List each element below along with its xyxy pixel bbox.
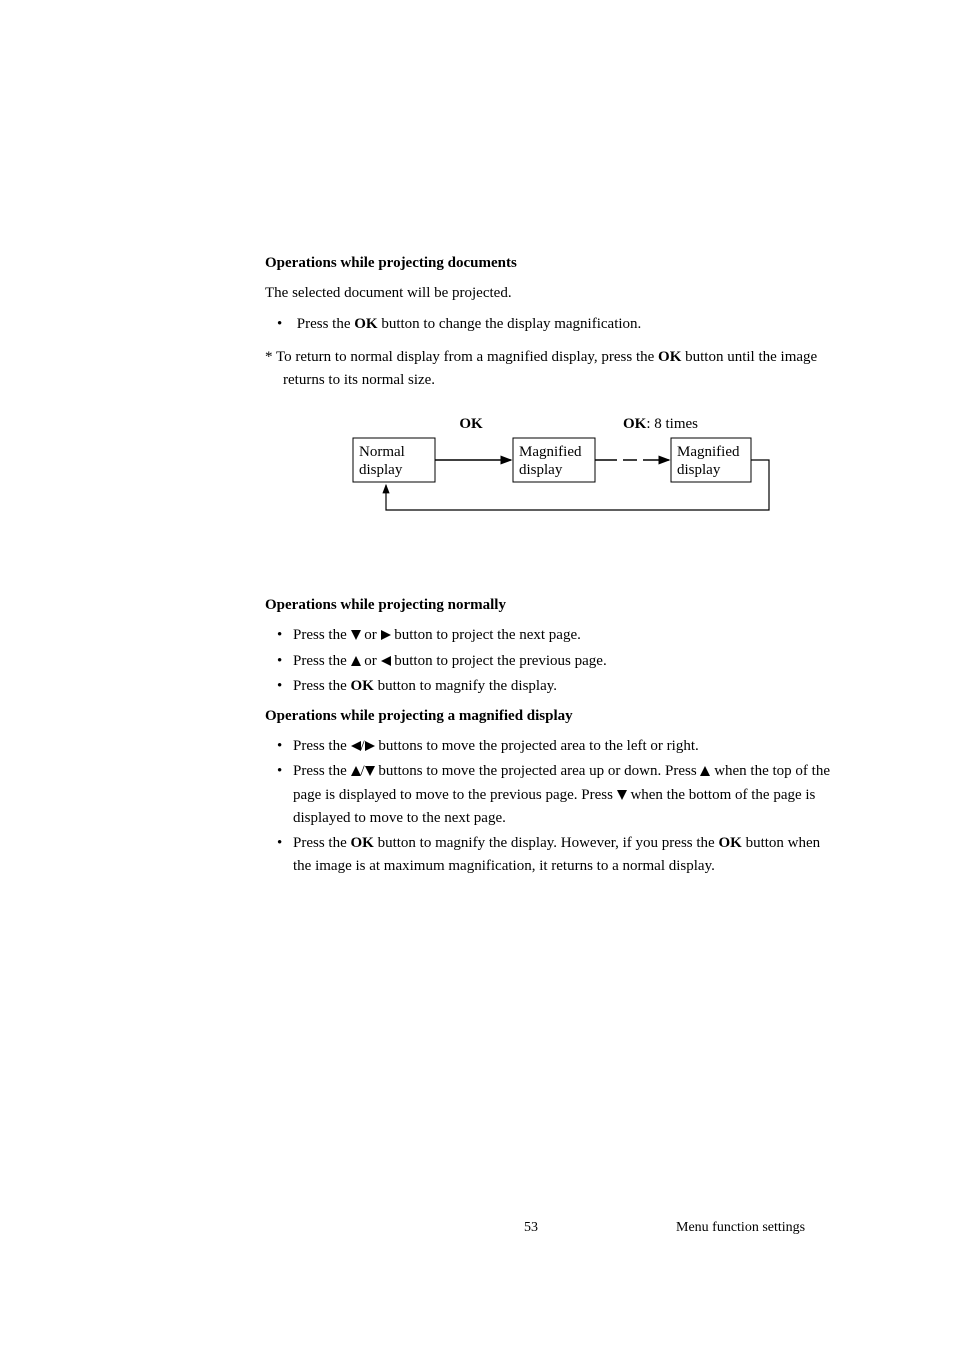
text-bold: OK xyxy=(718,835,741,851)
section3-bullets: Press the / buttons to move the projecte… xyxy=(265,735,834,879)
svg-text:display: display xyxy=(519,462,563,478)
svg-text:Magnified: Magnified xyxy=(677,444,740,460)
triangle-up-icon xyxy=(351,766,361,776)
list-item: Press the OK button to change the displa… xyxy=(265,313,834,336)
svg-text:Magnified: Magnified xyxy=(519,444,582,460)
list-item: Press the or button to project the previ… xyxy=(265,650,834,673)
triangle-right-icon xyxy=(381,630,391,640)
text: button to change the display magnificati… xyxy=(378,316,642,332)
list-item: Press the / buttons to move the projecte… xyxy=(265,760,834,830)
svg-text:OK: OK xyxy=(459,416,483,432)
list-item: Press the or button to project the next … xyxy=(265,624,834,647)
triangle-right-icon xyxy=(365,741,375,751)
text-bold: OK xyxy=(354,316,377,332)
svg-text:Normal: Normal xyxy=(359,444,405,460)
svg-text:display: display xyxy=(677,462,721,478)
triangle-up-icon xyxy=(351,656,361,666)
list-item: Press the / buttons to move the projecte… xyxy=(265,735,834,758)
flow-diagram-svg: Normal display Magnified display Magnified di… xyxy=(343,410,783,530)
text: Press the xyxy=(293,678,351,694)
text: or xyxy=(361,653,381,669)
section2-heading: Operations while projecting normally xyxy=(265,597,834,614)
text: buttons to move the projected area to th… xyxy=(375,738,699,754)
triangle-down-icon xyxy=(351,630,361,640)
triangle-up-icon xyxy=(700,766,710,776)
text: button to project the previous page. xyxy=(391,653,607,669)
section1-asterisk: * To return to normal display from a mag… xyxy=(265,346,834,393)
text: Press the xyxy=(293,653,351,669)
triangle-left-icon xyxy=(351,741,361,751)
list-item: Press the OK button to magnify the displ… xyxy=(265,832,834,879)
section1-heading: Operations while projecting documents xyxy=(265,255,834,272)
footer-label: Menu function settings xyxy=(676,1220,805,1236)
triangle-down-icon xyxy=(365,766,375,776)
text: Press the xyxy=(293,835,351,851)
text: Press the xyxy=(293,627,351,643)
section1-intro: The selected document will be projected. xyxy=(265,282,834,305)
section1-bullets: Press the OK button to change the displa… xyxy=(265,313,834,336)
section2-bullets: Press the or button to project the next … xyxy=(265,624,834,698)
svg-text:display: display xyxy=(359,462,403,478)
page: Operations while projecting documents Th… xyxy=(0,0,954,1350)
text: or xyxy=(361,627,381,643)
text-bold: OK xyxy=(658,349,681,365)
text: Press the xyxy=(297,316,355,332)
text: * To return to normal display from a mag… xyxy=(265,349,658,365)
text: button to magnify the display. However, … xyxy=(374,835,719,851)
text: button to magnify the display. xyxy=(374,678,557,694)
svg-text:OK: 8 times: OK: 8 times xyxy=(623,416,698,432)
list-item: Press the OK button to magnify the displ… xyxy=(265,675,834,698)
page-number: 53 xyxy=(524,1220,538,1236)
text: Press the xyxy=(293,738,351,754)
text-bold: OK xyxy=(351,835,374,851)
triangle-left-icon xyxy=(381,656,391,666)
section3-heading: Operations while projecting a magnified … xyxy=(265,708,834,725)
flow-diagram: Normal display Magnified display Magnified di… xyxy=(343,410,834,535)
text: Press the xyxy=(293,763,351,779)
text: buttons to move the projected area up or… xyxy=(375,763,701,779)
text-bold: OK xyxy=(351,678,374,694)
triangle-down-icon xyxy=(617,790,627,800)
text: button to project the next page. xyxy=(391,627,581,643)
